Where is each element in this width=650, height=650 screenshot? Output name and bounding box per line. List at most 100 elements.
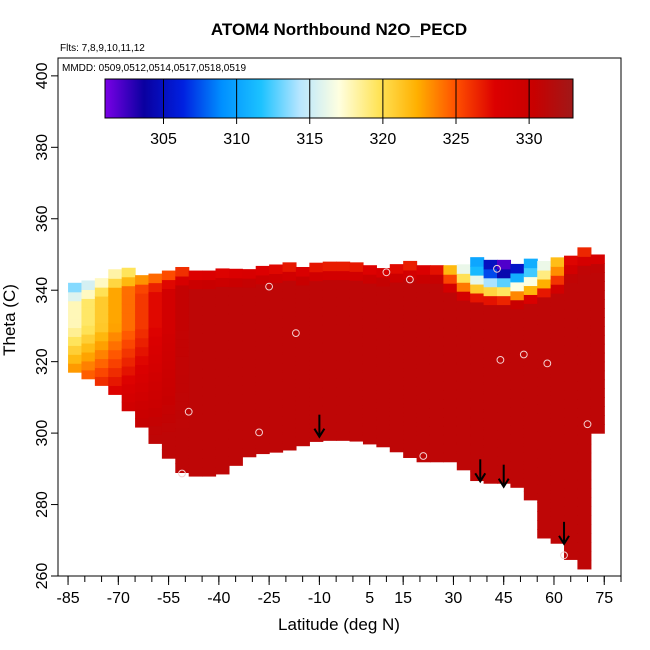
heatmap-cell <box>577 408 592 418</box>
heatmap-cell <box>349 351 364 362</box>
heatmap-cell <box>336 261 351 272</box>
heatmap-cell <box>470 355 485 365</box>
y-tick-label: 280 <box>34 491 51 518</box>
heatmap-cell <box>483 340 498 350</box>
heatmap-cell <box>577 533 592 543</box>
heatmap-cell <box>215 375 230 386</box>
heatmap-cell <box>523 285 538 295</box>
heatmap-cell <box>309 360 324 371</box>
heatmap-cell <box>309 369 324 380</box>
heatmap-cell <box>456 264 471 274</box>
heatmap-cell <box>228 384 243 395</box>
heatmap-cell <box>523 446 538 456</box>
heatmap-cell <box>590 415 605 425</box>
x-tick-label: -70 <box>107 590 130 607</box>
heatmap-cell <box>295 427 310 438</box>
heatmap-cell <box>403 421 418 432</box>
heatmap-cell <box>403 430 418 441</box>
heatmap-cell <box>456 407 471 417</box>
heatmap-cell <box>389 317 404 328</box>
heatmap-cell <box>389 344 404 355</box>
heatmap-cell <box>202 359 217 370</box>
heatmap-cell <box>523 455 538 465</box>
heatmap-cell <box>443 283 458 293</box>
heatmap-cell <box>188 440 203 450</box>
heatmap-cell <box>108 385 123 395</box>
heatmap-cell <box>349 342 364 353</box>
heatmap-cell <box>322 279 337 290</box>
heatmap-cell <box>215 420 230 430</box>
heatmap-cell <box>510 353 525 363</box>
heatmap-cell <box>523 481 538 492</box>
heatmap-cell <box>456 317 471 328</box>
heatmap-cell <box>483 429 498 440</box>
heatmap-cell <box>295 302 310 313</box>
heatmap-cell <box>94 367 109 377</box>
heatmap-cell <box>202 449 217 459</box>
heatmap-cell <box>228 322 243 332</box>
heatmap-cell <box>523 276 538 287</box>
heatmap-cell <box>242 358 257 368</box>
heatmap-cell <box>550 534 565 544</box>
heatmap-cell <box>148 318 163 328</box>
heatmap-cell <box>336 306 351 316</box>
heatmap-cell <box>523 392 538 403</box>
y-tick-label: 360 <box>34 205 51 232</box>
heatmap-cell <box>108 367 123 378</box>
heatmap-cell <box>228 375 243 386</box>
heatmap-cell <box>228 358 243 368</box>
heatmap-cell <box>242 376 257 386</box>
sample-points <box>178 264 592 560</box>
heatmap-cell <box>336 386 351 397</box>
heatmap-cell <box>148 273 163 284</box>
heatmap-cell <box>242 447 257 458</box>
heatmap-cell <box>175 338 190 348</box>
heatmap-cell <box>215 464 230 475</box>
heatmap-cell <box>537 296 552 307</box>
heatmap-cell <box>443 399 458 409</box>
heatmap-cell <box>188 359 203 370</box>
heatmap-cell <box>429 434 444 445</box>
heatmap-cell <box>497 313 512 323</box>
heatmap-cell <box>242 367 257 377</box>
heatmap-cell <box>295 329 310 340</box>
heatmap-cell <box>161 279 176 290</box>
heatmap-cell <box>389 371 404 381</box>
heatmap-cell <box>483 286 498 297</box>
heatmap-cell <box>564 443 579 453</box>
heatmap-cell <box>282 324 297 335</box>
heatmap-cell <box>523 356 538 367</box>
heatmap-cell <box>295 338 310 348</box>
heatmap-cell <box>376 419 391 430</box>
heatmap-cell <box>470 462 485 473</box>
heatmap-cell <box>148 309 163 319</box>
heatmap-cell <box>590 388 605 398</box>
heatmap-cell <box>590 272 605 282</box>
heatmap-cell <box>550 453 565 464</box>
heatmap-cell <box>255 310 270 321</box>
heatmap-cell <box>282 440 297 451</box>
heatmap-cell <box>376 437 391 448</box>
heatmap-cell <box>362 372 377 382</box>
heatmap-cell <box>202 333 217 343</box>
heatmap-cell <box>470 417 485 428</box>
heatmap-cell <box>537 528 552 539</box>
heatmap-cell <box>470 319 485 330</box>
heatmap-cell <box>228 456 243 466</box>
heatmap-cell <box>564 282 579 292</box>
heatmap-cell <box>483 474 498 484</box>
heatmap-cell <box>416 390 431 400</box>
heatmap-cell <box>523 339 538 349</box>
chart-title: ATOM4 Northbound N2O_PECD <box>211 20 467 39</box>
heatmap-cell <box>282 315 297 326</box>
heatmap-cell <box>389 273 404 283</box>
heatmap-cell <box>81 351 96 362</box>
heatmap-cell <box>282 405 297 415</box>
heatmap-cell <box>202 467 217 477</box>
heatmap-cell <box>295 311 310 322</box>
heatmap-cell <box>577 497 592 507</box>
heatmap-cell <box>228 367 243 377</box>
sample-point <box>560 551 568 560</box>
heatmap-cell <box>590 361 605 372</box>
heatmap-cell <box>362 399 377 409</box>
